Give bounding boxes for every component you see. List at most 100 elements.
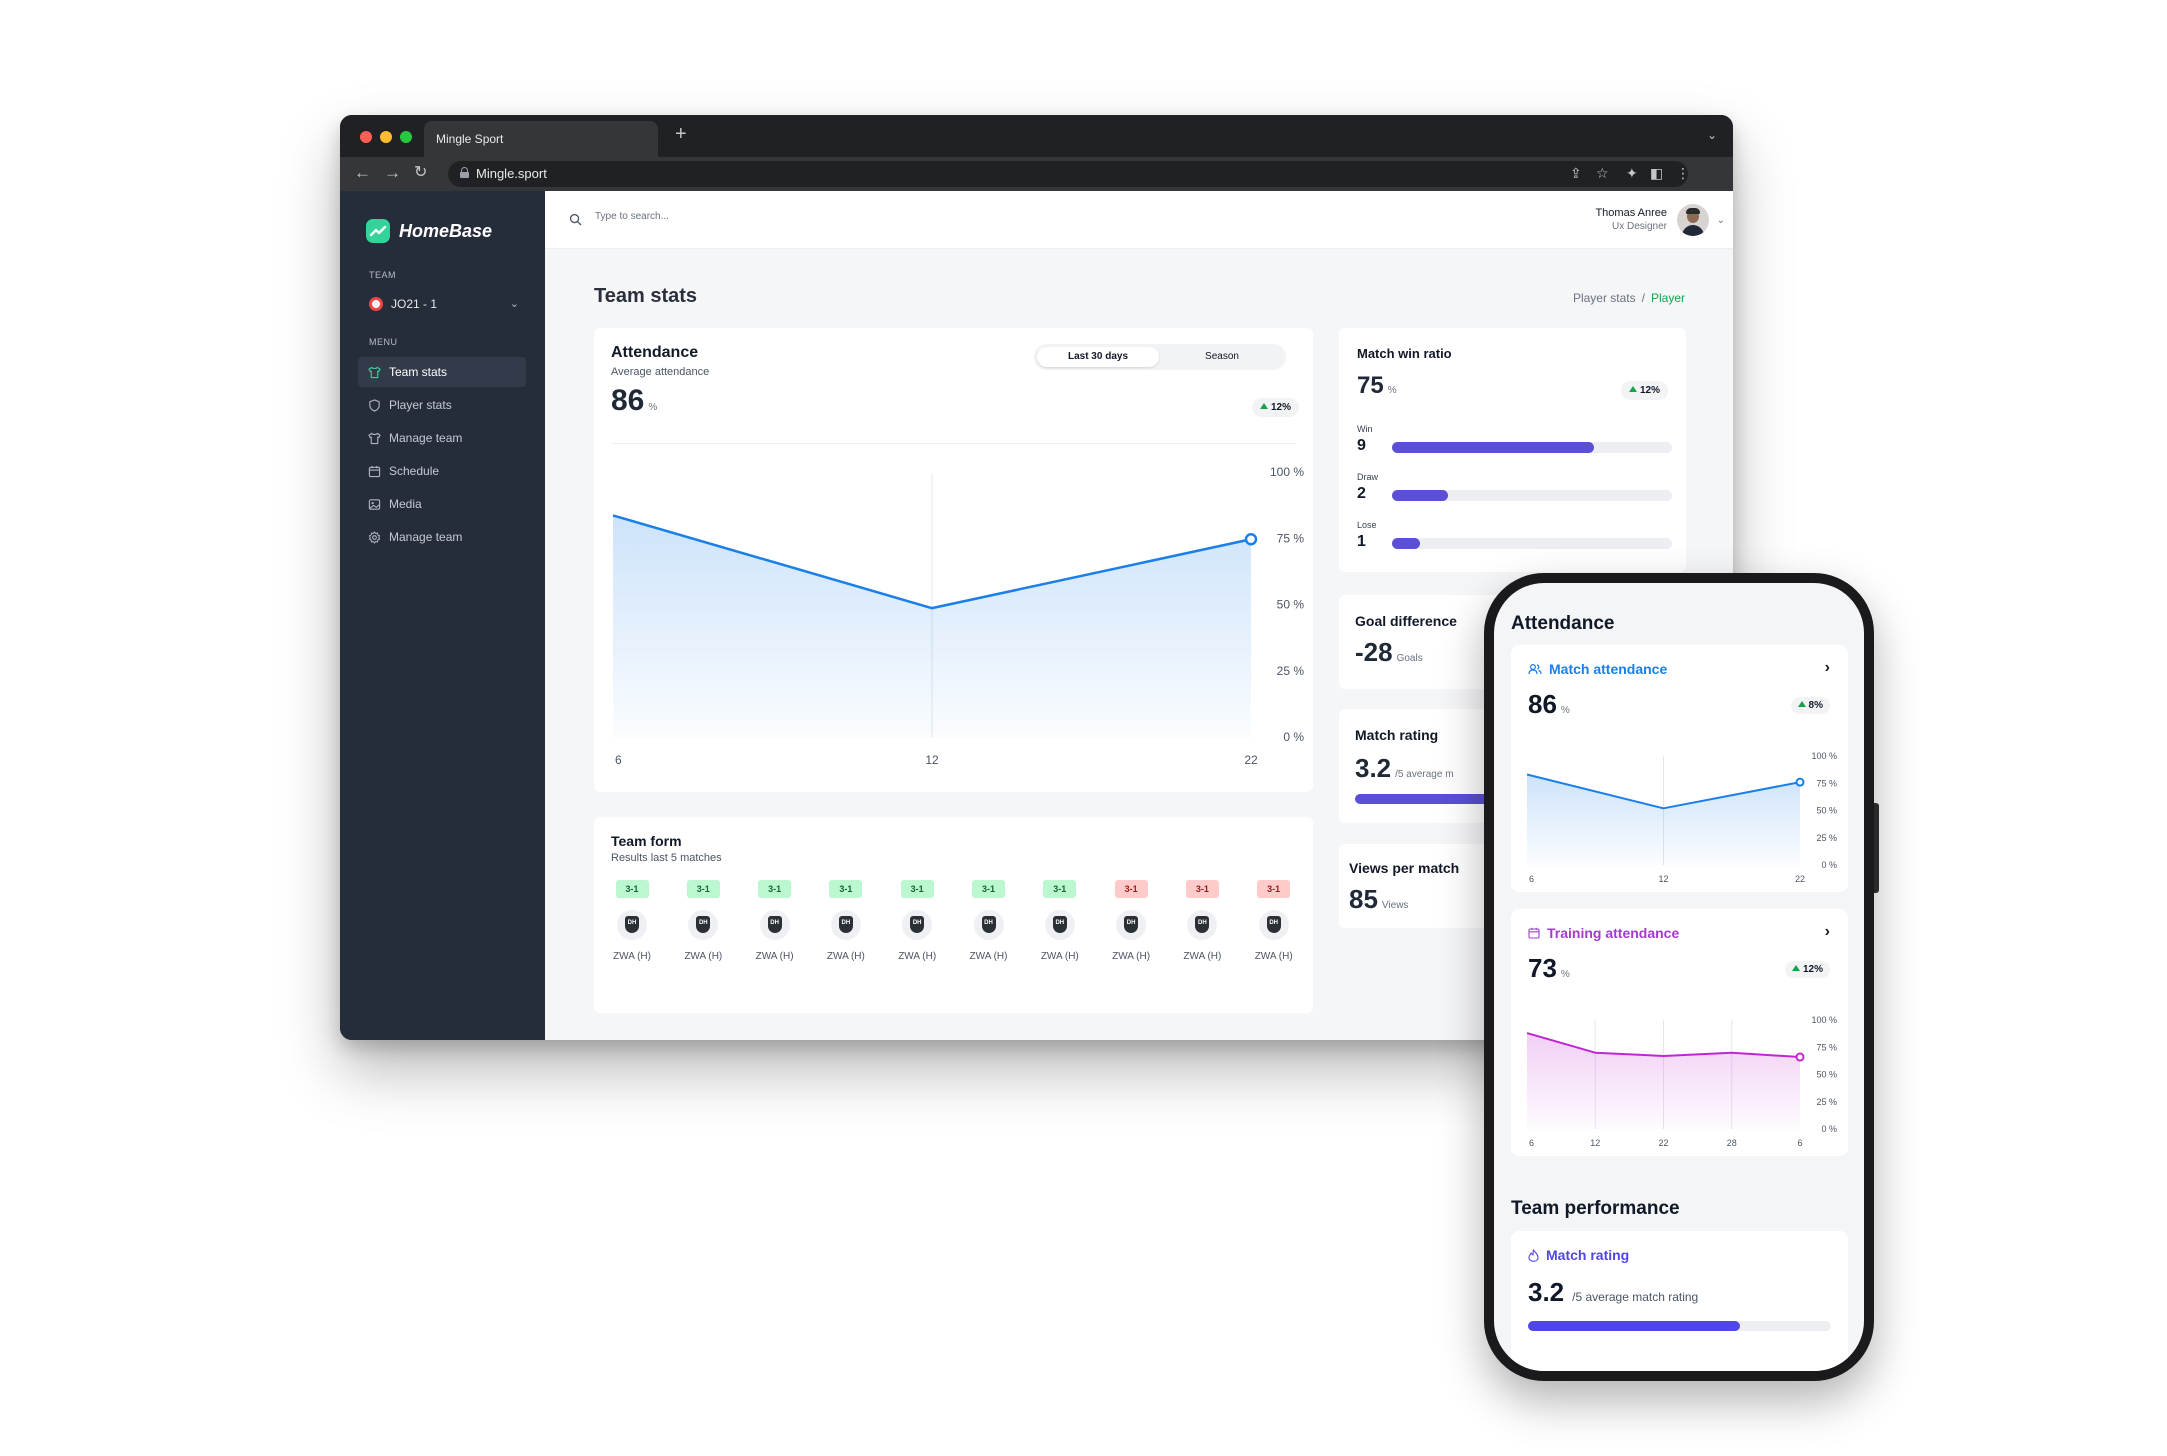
y-tick-label: 0 % [1283,730,1304,744]
match-rating-number: 3.2 [1355,753,1392,783]
extensions-puzzle-icon[interactable]: ✦ [1626,165,1638,181]
form-item[interactable]: 3-1 DH ZWA (H) [892,879,942,962]
tab-bar: Mingle Sport + ⌄ [340,115,1733,157]
minimize-window-button[interactable] [380,131,392,143]
match-attendance-card[interactable]: Match attendance › 86% 8% 100 % 75 % 50 % 2… [1511,645,1848,892]
chevron-down-icon[interactable]: ⌄ [1716,215,1725,226]
season-button[interactable]: Season [1162,347,1282,367]
training-attendance-value: 73% [1528,953,1570,984]
form-item[interactable]: 3-1 DH ZWA (H) [678,879,728,962]
chevron-right-icon[interactable]: › [1824,659,1830,676]
more-menu-icon[interactable]: ⋮ [1676,165,1690,181]
close-window-button[interactable] [360,131,372,143]
sidebar-item-media[interactable]: Media [358,489,526,519]
last-30-days-button[interactable]: Last 30 days [1037,347,1159,367]
team-selector[interactable]: JO21 - 1 ⌄ [369,297,519,311]
address-bar[interactable]: Mingle.sport [448,161,1688,187]
card-title: Match attendance [1528,661,1667,677]
avatar[interactable] [1677,204,1709,236]
sidebar-item-team-stats[interactable]: Team stats [358,357,526,387]
series-area [1527,774,1800,865]
team-badge-icon [369,297,383,311]
phone-device: Attendance Match attendance › 86% 8% 100… [1484,573,1879,1381]
match-attendance-unit: % [1560,705,1570,716]
x-tick-label: 12 [925,753,939,767]
form-item[interactable]: 3-1 DH ZWA (H) [821,879,871,962]
new-tab-plus-icon[interactable]: + [675,123,687,145]
views-number: 85 [1349,884,1378,914]
form-item[interactable]: 3-1 DH ZWA (H) [964,879,1014,962]
training-attendance-number: 73 [1528,953,1557,983]
form-item[interactable]: 3-1 DH ZWA (H) [1035,879,1085,962]
training-attendance-card[interactable]: Training attendance › 73% 12% 100 % 75 % 5… [1511,909,1848,1156]
sidebar-item-manage-team-settings[interactable]: Manage team [358,522,526,552]
trend-badge: 12% [1621,381,1669,400]
sidebar-item-player-stats[interactable]: Player stats [358,390,526,420]
mobile-match-rating-title: Match rating [1546,1247,1630,1263]
form-item[interactable]: 3-1 DH ZWA (H) [1177,879,1227,962]
match-rating-fill [1355,794,1547,804]
training-attendance-title: Training attendance [1547,925,1680,941]
shield-icon: DH [1266,916,1281,933]
trend-value: 12% [1640,385,1661,396]
data-point[interactable] [1795,1052,1805,1062]
opponent-label: ZWA (H) [1254,951,1293,962]
shield-icon: DH [696,916,711,933]
y-tick-label: 75 % [1277,531,1305,545]
team-form-card: Team form Results last 5 matches 3-1 DH ZW… [594,817,1313,1013]
phone-side-button [1874,803,1879,893]
search-input[interactable] [595,211,895,222]
share-icon[interactable]: ⇪ [1570,165,1582,181]
tab-title: Mingle Sport [436,132,504,146]
form-item[interactable]: 3-1 DH ZWA (H) [1106,879,1156,962]
ratio-label: Draw [1357,472,1379,482]
shirt-icon [368,432,381,444]
mobile-match-rating-number: 3.2 [1528,1277,1565,1307]
ratio-bar-track [1392,490,1672,501]
sidebar-item-manage-team[interactable]: Manage team [358,423,526,453]
sidebar-item-label: Manage team [389,530,463,544]
mobile-match-rating-card[interactable]: Match rating 3.2/5 average match rating [1511,1231,1848,1371]
data-point[interactable] [1244,533,1258,546]
sidebar-item-label: Manage team [389,431,463,445]
club-crest: DH [688,910,719,940]
brand-logo[interactable]: HomeBase [366,219,492,243]
form-item[interactable]: 3-1 DH ZWA (H) [1249,879,1299,962]
card-subtitle: Average attendance [611,366,710,378]
forward-arrow-icon[interactable]: → [384,163,401,182]
url-text: Mingle.sport [476,166,547,181]
y-tick-label: 50 % [1816,806,1837,816]
tab-search-chevron-icon[interactable]: ⌄ [1706,128,1717,142]
score-badge: 3-1 [1185,880,1219,898]
side-panel-icon[interactable]: ◧ [1650,165,1664,181]
club-crest: DH [1258,910,1289,940]
reload-icon[interactable]: ↻ [414,164,428,181]
club-crest: DH [617,910,647,940]
ratio-row-win: Win 9 [1357,424,1677,454]
back-arrow-icon[interactable]: ← [354,163,371,182]
trend-logo-icon [366,219,390,243]
user-info[interactable]: Thomas Anree Ux Designer [1595,207,1667,232]
training-attendance-unit: % [1560,969,1570,980]
browser-tab[interactable]: Mingle Sport [424,121,658,157]
data-point[interactable] [1795,777,1805,787]
chevron-right-icon[interactable]: › [1824,923,1830,940]
match-rating-unit: /5 average m [1395,769,1454,780]
breadcrumb-link[interactable]: Player stats [1572,291,1636,305]
sidebar-item-schedule[interactable]: Schedule [358,456,526,486]
sidebar-item-label: Player stats [389,398,452,412]
shield-icon: DH [838,916,853,933]
opponent-label: ZWA (H) [1183,951,1222,962]
score-badge: 3-1 [1257,880,1291,898]
y-tick-label: 0 % [1821,860,1837,870]
bookmark-star-icon[interactable]: ☆ [1596,165,1609,181]
form-item[interactable]: 3-1 DH ZWA (H) [750,879,800,962]
shield-icon: DH [981,916,996,933]
maximize-window-button[interactable] [400,131,412,143]
image-icon [368,498,381,510]
user-name: Thomas Anree [1595,207,1667,219]
card-title: Match win ratio [1357,346,1452,361]
score-badge: 3-1 [1043,880,1077,898]
form-item[interactable]: 3-1 DH ZWA (H) [607,879,657,962]
match-attendance-title: Match attendance [1549,661,1668,677]
